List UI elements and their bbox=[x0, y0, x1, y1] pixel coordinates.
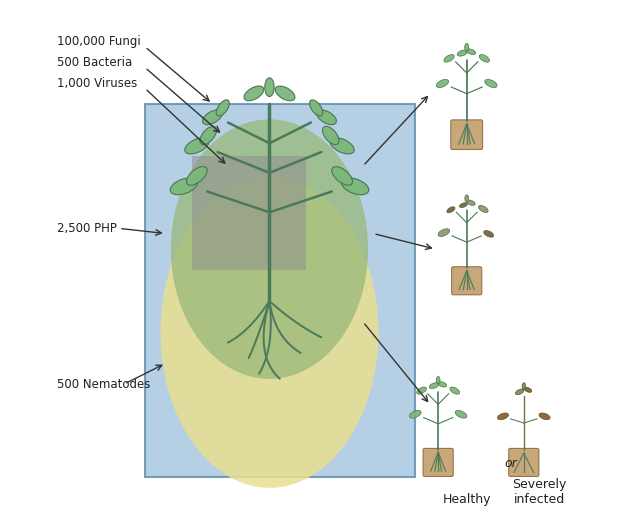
Text: or: or bbox=[504, 457, 517, 470]
Ellipse shape bbox=[465, 44, 469, 51]
FancyBboxPatch shape bbox=[452, 267, 482, 295]
Ellipse shape bbox=[317, 110, 337, 125]
Text: 2,500 PHP: 2,500 PHP bbox=[57, 222, 116, 235]
Ellipse shape bbox=[485, 79, 497, 88]
Ellipse shape bbox=[187, 167, 207, 185]
Ellipse shape bbox=[438, 381, 447, 387]
FancyBboxPatch shape bbox=[451, 120, 483, 149]
Ellipse shape bbox=[160, 176, 378, 488]
Ellipse shape bbox=[244, 86, 264, 101]
Text: 1,000 Viruses: 1,000 Viruses bbox=[57, 76, 137, 90]
Ellipse shape bbox=[322, 126, 339, 145]
Ellipse shape bbox=[522, 383, 526, 389]
Ellipse shape bbox=[457, 50, 467, 56]
Ellipse shape bbox=[524, 387, 532, 392]
Ellipse shape bbox=[466, 200, 475, 206]
Ellipse shape bbox=[200, 126, 216, 145]
Text: 500 Bacteria: 500 Bacteria bbox=[57, 56, 132, 69]
Ellipse shape bbox=[330, 138, 354, 154]
FancyBboxPatch shape bbox=[509, 448, 539, 476]
Ellipse shape bbox=[444, 54, 454, 62]
Text: Healthy: Healthy bbox=[442, 493, 491, 506]
FancyBboxPatch shape bbox=[423, 448, 453, 476]
Ellipse shape bbox=[203, 110, 222, 125]
Ellipse shape bbox=[429, 383, 439, 389]
Ellipse shape bbox=[498, 413, 509, 420]
Ellipse shape bbox=[170, 178, 198, 195]
Ellipse shape bbox=[455, 411, 466, 418]
Ellipse shape bbox=[436, 376, 440, 384]
Ellipse shape bbox=[466, 49, 476, 54]
Ellipse shape bbox=[438, 229, 450, 237]
Ellipse shape bbox=[450, 387, 460, 394]
Ellipse shape bbox=[341, 178, 369, 195]
Ellipse shape bbox=[409, 411, 421, 418]
Ellipse shape bbox=[539, 413, 550, 420]
Ellipse shape bbox=[460, 203, 467, 208]
Ellipse shape bbox=[185, 138, 209, 154]
Ellipse shape bbox=[265, 78, 274, 97]
Ellipse shape bbox=[465, 195, 468, 202]
Ellipse shape bbox=[417, 387, 427, 394]
Ellipse shape bbox=[216, 100, 230, 116]
Ellipse shape bbox=[310, 100, 323, 116]
Ellipse shape bbox=[478, 206, 488, 212]
Ellipse shape bbox=[332, 167, 353, 185]
Ellipse shape bbox=[447, 207, 455, 213]
Ellipse shape bbox=[436, 79, 448, 88]
Ellipse shape bbox=[171, 119, 368, 379]
Text: 500 Nematodes: 500 Nematodes bbox=[57, 377, 150, 391]
Ellipse shape bbox=[479, 54, 490, 62]
Ellipse shape bbox=[275, 86, 295, 101]
FancyBboxPatch shape bbox=[145, 104, 415, 477]
FancyBboxPatch shape bbox=[192, 156, 306, 270]
Text: Severely
infected: Severely infected bbox=[512, 478, 567, 506]
Text: 100,000 Fungi: 100,000 Fungi bbox=[57, 35, 141, 48]
Ellipse shape bbox=[516, 389, 524, 394]
Ellipse shape bbox=[484, 230, 494, 237]
